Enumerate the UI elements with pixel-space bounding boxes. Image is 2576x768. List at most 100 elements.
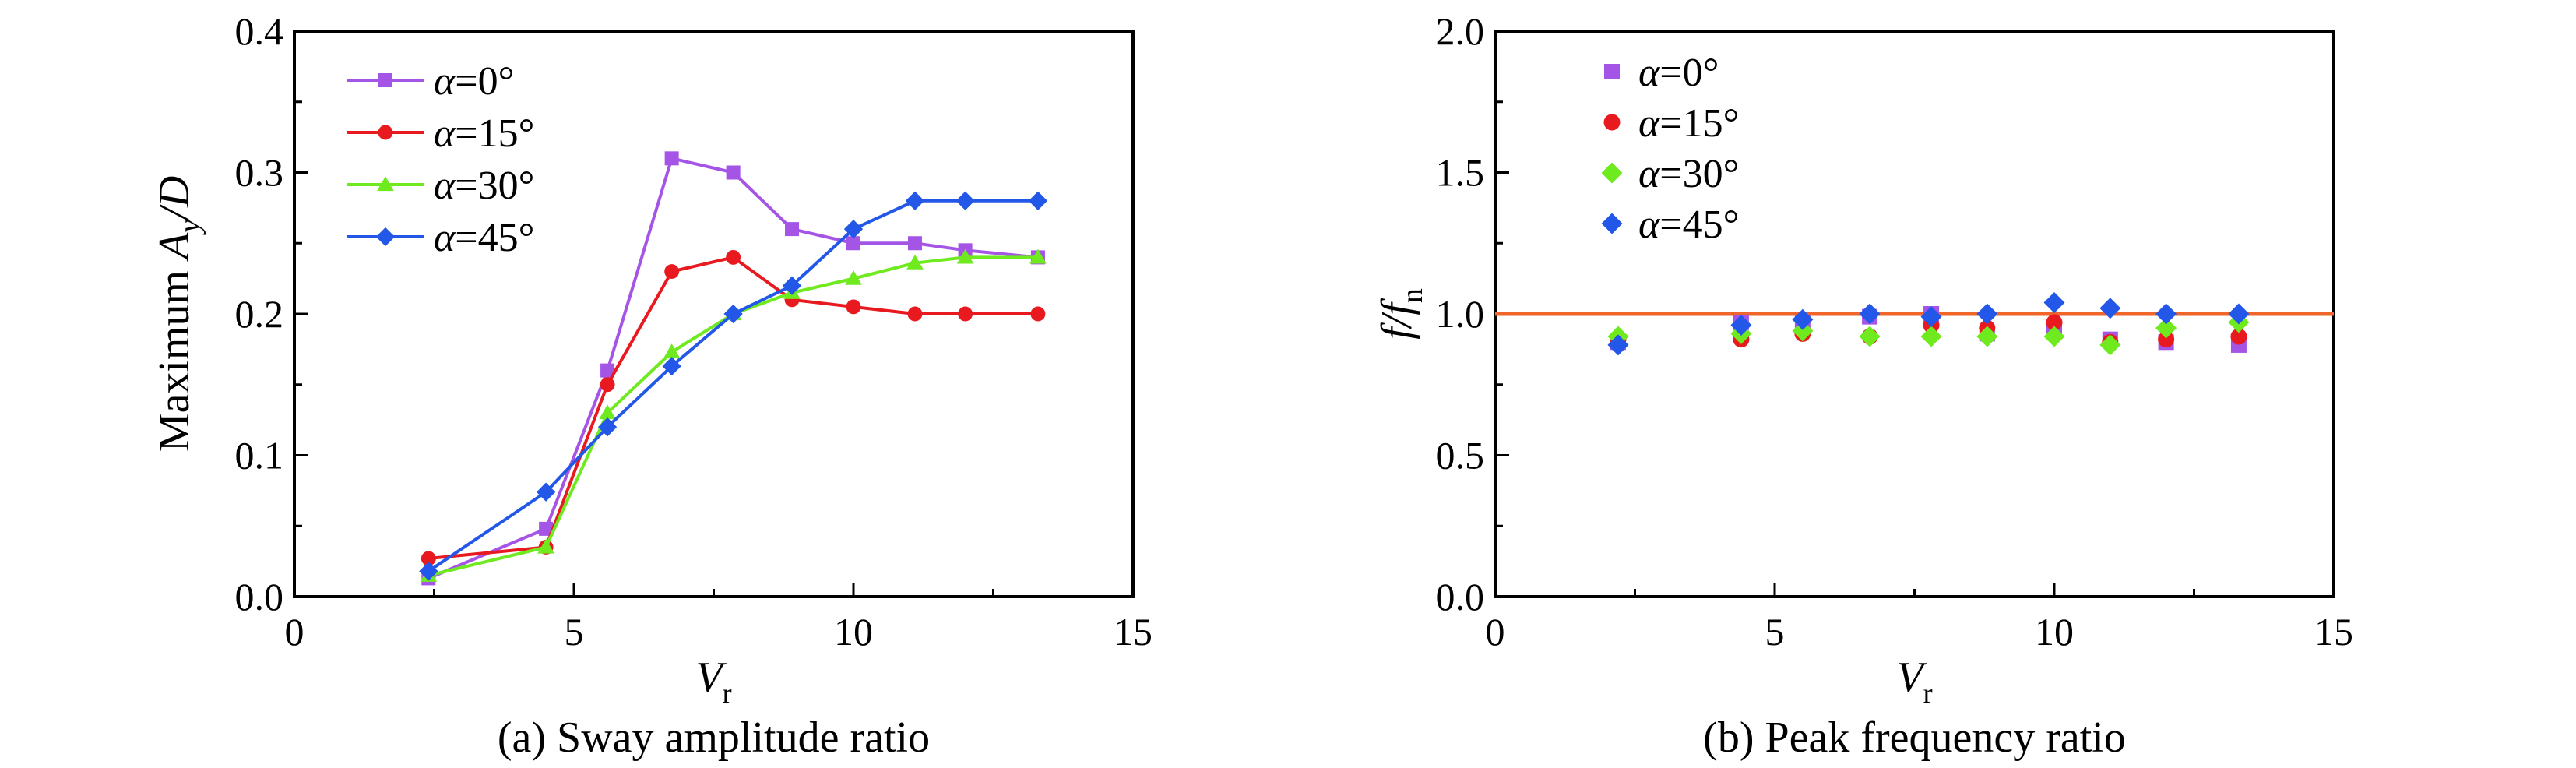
series-line	[428, 255, 1038, 560]
data-point	[905, 191, 925, 210]
x-tick-label: 0	[285, 610, 304, 654]
x-tick-label: 15	[1114, 610, 1153, 654]
series-line	[428, 255, 1038, 577]
y-tick-label: 0.3	[235, 151, 284, 195]
legend-label: α=30°	[434, 164, 534, 208]
x-axis-label: Vr	[695, 654, 731, 709]
data-point	[843, 219, 864, 239]
data-point	[785, 222, 800, 237]
data-point	[726, 165, 741, 180]
data-point	[419, 562, 438, 581]
legend-marker	[1604, 64, 1620, 79]
y-axis-label: Maximum Ay/D	[150, 176, 206, 452]
y-tick-label: 2.0	[1436, 9, 1485, 53]
series-1: α=15°	[347, 111, 1046, 566]
data-point	[1920, 326, 1942, 347]
chart-caption: (a) Sway amplitude ratio	[498, 713, 930, 762]
legend-label: α=30°	[1638, 152, 1739, 196]
data-point	[537, 538, 554, 554]
data-point	[1859, 326, 1881, 347]
data-point	[600, 377, 615, 393]
y-tick-label: 0.0	[1436, 575, 1485, 618]
y-tick-label: 0.0	[235, 575, 284, 618]
data-point	[956, 248, 974, 264]
legend-label: α=45°	[434, 216, 534, 260]
data-point	[597, 417, 618, 437]
data-point	[1976, 326, 1998, 347]
data-point	[2155, 317, 2177, 339]
data-point	[845, 270, 862, 285]
data-point	[2099, 298, 2121, 319]
data-point	[600, 363, 615, 378]
series-3: α=45°	[1601, 203, 2250, 356]
data-point	[1792, 320, 1814, 342]
data-point	[664, 264, 680, 279]
y-tick-label: 0.2	[235, 292, 284, 336]
legend-marker	[1603, 114, 1621, 131]
x-axis-label: Vr	[1896, 654, 1932, 709]
data-point	[662, 357, 681, 376]
x-tick-label: 10	[2035, 610, 2074, 654]
data-point	[1792, 308, 1814, 330]
x-tick-label: 10	[834, 610, 873, 654]
y-tick-label: 1.0	[1436, 292, 1485, 336]
data-point	[2046, 314, 2063, 331]
data-point	[539, 521, 554, 536]
chart-sway-amplitude: 0 5 10 15 0.0 0.1 0.2 0.3 0.4 Vr Maximum Ay/D (a) S…	[150, 9, 1153, 762]
data-point	[2043, 326, 2065, 347]
data-point	[1730, 315, 1752, 336]
data-point	[2155, 303, 2177, 325]
x-tick-label: 15	[2314, 610, 2353, 654]
data-point	[663, 343, 681, 359]
data-point	[2099, 334, 2121, 356]
data-point	[907, 236, 922, 251]
series-line	[428, 199, 1038, 572]
data-point	[2230, 328, 2247, 345]
data-point	[2228, 303, 2250, 325]
data-point	[1859, 303, 1881, 325]
data-point	[723, 304, 743, 324]
legend-marker	[378, 125, 393, 140]
data-point	[536, 482, 556, 502]
data-point	[1607, 334, 1629, 356]
x-tick-label: 5	[565, 610, 584, 654]
legend-marker	[378, 73, 392, 87]
y-tick-label: 1.5	[1436, 151, 1485, 195]
data-point	[2043, 291, 2065, 313]
data-point	[726, 249, 741, 265]
y-tick-label: 0.4	[235, 9, 284, 53]
y-tick-label: 0.5	[1436, 434, 1485, 477]
legend-marker	[1601, 162, 1623, 184]
data-point	[846, 236, 860, 251]
data-point	[955, 191, 975, 210]
data-point	[421, 551, 436, 566]
legend-label: α=0°	[1638, 51, 1719, 95]
data-point	[664, 151, 679, 166]
series-2: α=30°	[347, 164, 1047, 582]
data-point	[782, 276, 802, 295]
legend-marker	[1601, 213, 1623, 234]
legend-label: α=45°	[1638, 203, 1739, 247]
data-point	[599, 404, 616, 420]
x-tick-label: 5	[1765, 610, 1785, 654]
data-point	[907, 306, 923, 322]
data-point	[1029, 248, 1047, 264]
data-point	[1920, 306, 1942, 328]
x-tick-label: 0	[1486, 610, 1505, 654]
legend-label: α=0°	[434, 59, 514, 104]
data-point	[906, 254, 924, 270]
legend-marker	[375, 227, 396, 247]
y-axis-label: f/fn	[1373, 288, 1429, 340]
legend-marker	[377, 176, 394, 192]
legend-label: α=15°	[434, 111, 534, 156]
data-point	[1028, 191, 1048, 210]
data-point	[1030, 306, 1046, 322]
data-point	[846, 299, 861, 315]
chart-caption: (b) Peak frequency ratio	[1703, 713, 2126, 762]
data-point	[2158, 331, 2175, 348]
chart-peak-frequency: 0 5 10 15 0.0 0.5 1.0 1.5 2.0 Vr f/fn (b) Peak freq…	[1373, 9, 2353, 762]
series-3: α=45°	[347, 191, 1048, 581]
data-point	[1976, 303, 1998, 325]
y-tick-label: 0.1	[235, 434, 284, 477]
